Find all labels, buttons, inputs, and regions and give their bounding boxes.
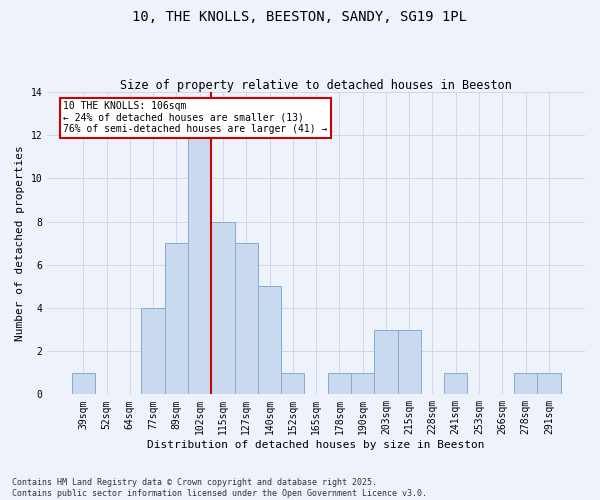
Bar	[235, 243, 258, 394]
Bar	[188, 135, 211, 394]
Text: Contains HM Land Registry data © Crown copyright and database right 2025.
Contai: Contains HM Land Registry data © Crown c…	[12, 478, 427, 498]
Bar	[142, 308, 165, 394]
Y-axis label: Number of detached properties: Number of detached properties	[15, 146, 25, 341]
Bar	[281, 372, 304, 394]
Bar	[537, 372, 560, 394]
Bar	[211, 222, 235, 394]
Text: 10, THE KNOLLS, BEESTON, SANDY, SG19 1PL: 10, THE KNOLLS, BEESTON, SANDY, SG19 1PL	[133, 10, 467, 24]
Bar	[374, 330, 398, 394]
X-axis label: Distribution of detached houses by size in Beeston: Distribution of detached houses by size …	[148, 440, 485, 450]
Bar	[328, 372, 351, 394]
Bar	[398, 330, 421, 394]
Text: 10 THE KNOLLS: 106sqm
← 24% of detached houses are smaller (13)
76% of semi-deta: 10 THE KNOLLS: 106sqm ← 24% of detached …	[64, 101, 328, 134]
Bar	[514, 372, 537, 394]
Bar	[165, 243, 188, 394]
Bar	[351, 372, 374, 394]
Bar	[71, 372, 95, 394]
Bar	[258, 286, 281, 395]
Bar	[444, 372, 467, 394]
Title: Size of property relative to detached houses in Beeston: Size of property relative to detached ho…	[120, 79, 512, 92]
